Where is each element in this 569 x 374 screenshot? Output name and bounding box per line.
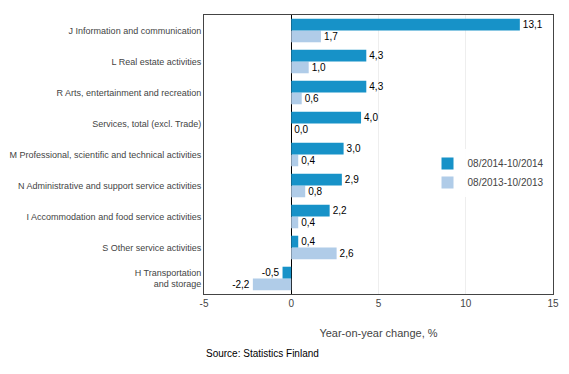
svg-text:3,0: 3,0 — [347, 143, 361, 154]
svg-text:H Transportationand storage: H Transportationand storage — [135, 268, 202, 290]
svg-text:13,1: 13,1 — [523, 19, 543, 30]
svg-text:-2,2: -2,2 — [232, 279, 250, 290]
svg-text:1,0: 1,0 — [312, 62, 326, 73]
svg-text:4,3: 4,3 — [369, 81, 383, 92]
svg-text:Source: Statistics Finland: Source: Statistics Finland — [206, 348, 319, 359]
svg-text:0,4: 0,4 — [301, 155, 315, 166]
svg-text:4,0: 4,0 — [364, 112, 378, 123]
svg-text:L Real estate activities: L Real estate activities — [111, 57, 201, 67]
svg-text:0: 0 — [288, 298, 294, 309]
svg-text:Services, total (excl. Trade): Services, total (excl. Trade) — [92, 119, 201, 129]
svg-text:0,8: 0,8 — [308, 186, 322, 197]
svg-text:2,2: 2,2 — [333, 205, 347, 216]
svg-text:J Information and communicatio: J Information and communication — [69, 26, 202, 36]
svg-text:N Administrative and support s: N Administrative and support service act… — [18, 181, 202, 191]
svg-text:0,4: 0,4 — [301, 236, 315, 247]
svg-text:4,3: 4,3 — [369, 50, 383, 61]
svg-text:10: 10 — [460, 298, 472, 309]
svg-text:R Arts, entertainment and recr: R Arts, entertainment and recreation — [57, 88, 202, 98]
svg-text:-5: -5 — [200, 298, 209, 309]
svg-text:1,7: 1,7 — [324, 31, 338, 42]
svg-text:5: 5 — [376, 298, 382, 309]
svg-text:08/2014-10/2014: 08/2014-10/2014 — [468, 158, 544, 169]
svg-text:M Professional, scientific and: M Professional, scientific and technical… — [10, 150, 202, 160]
svg-text:-0,5: -0,5 — [262, 267, 280, 278]
svg-text:I Accommodation and food servi: I Accommodation and food service activit… — [27, 212, 202, 222]
svg-text:0,0: 0,0 — [294, 124, 308, 135]
svg-text:08/2013-10/2013: 08/2013-10/2013 — [468, 177, 544, 188]
svg-text:15: 15 — [547, 298, 559, 309]
svg-text:Year-on-year change, %: Year-on-year change, % — [319, 327, 437, 339]
svg-text:2,9: 2,9 — [345, 174, 359, 185]
svg-text:0,4: 0,4 — [301, 217, 315, 228]
svg-text:2,6: 2,6 — [340, 248, 354, 259]
svg-text:0,6: 0,6 — [305, 93, 319, 104]
svg-text:S Other service activities: S Other service activities — [102, 243, 202, 253]
